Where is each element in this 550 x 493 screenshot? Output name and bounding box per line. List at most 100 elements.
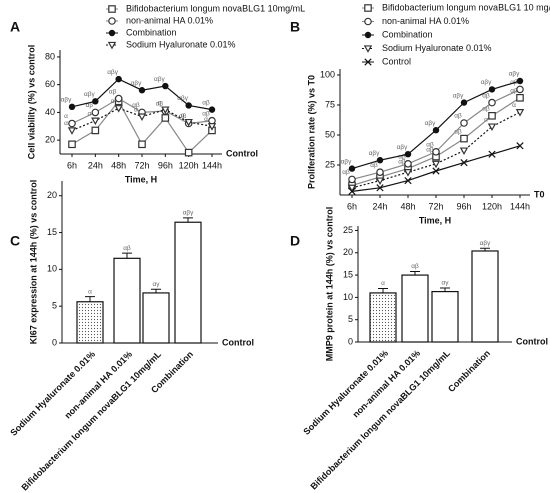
significance-label: α xyxy=(157,99,161,106)
x-tick-label: 6h xyxy=(347,201,357,211)
significance-label: αβ xyxy=(398,158,406,165)
marker xyxy=(91,117,100,126)
marker xyxy=(363,45,373,53)
marker xyxy=(376,168,384,177)
y-axis-label: Cell viability (%) vs control xyxy=(26,45,36,160)
marker xyxy=(114,105,123,113)
y-tick-label: 0 xyxy=(348,336,353,346)
error-bar xyxy=(378,287,388,293)
significance-label: α xyxy=(64,113,68,120)
marker xyxy=(460,119,468,127)
significance-label: αβ xyxy=(109,88,117,95)
significance-label: αβ xyxy=(123,245,131,252)
x-tick-label: 144h xyxy=(202,160,222,170)
x-tick-label: Combination xyxy=(446,348,492,394)
marker xyxy=(91,126,100,135)
legend-label: non-animal HA 0.01% xyxy=(126,15,213,25)
significance-label: αβγ xyxy=(84,91,95,98)
y-tick-label: 50 xyxy=(325,129,335,139)
x-tick-label: 24h xyxy=(88,160,103,170)
x-tick-label: 120h xyxy=(179,160,199,170)
x-tick-label: 48h xyxy=(400,201,415,211)
y-tick-label: 10 xyxy=(47,264,57,274)
significance-label: αβγ xyxy=(107,69,118,76)
marker xyxy=(516,93,524,102)
y-tick-label: 80 xyxy=(45,51,55,61)
legend-label: Sodium Hyaluronate 0.01% xyxy=(382,43,492,53)
significance-label: αβγ xyxy=(480,240,491,247)
significance-label: α xyxy=(512,102,516,109)
significance-label: αβ xyxy=(482,92,490,99)
significance-label: αβ xyxy=(86,102,94,109)
y-tick-label: 40 xyxy=(45,107,55,117)
baseline-label: Control xyxy=(226,148,258,158)
error-bar xyxy=(480,247,490,251)
marker xyxy=(431,160,441,169)
y-tick-label: 60 xyxy=(45,79,55,89)
error-bar xyxy=(85,296,95,302)
marker xyxy=(208,116,216,125)
y-tick-label: 25 xyxy=(325,159,335,169)
significance-label: αβ xyxy=(482,106,490,113)
significance-label: αβγ xyxy=(453,92,464,99)
bar xyxy=(369,292,397,343)
marker xyxy=(108,29,116,37)
panel-label: C xyxy=(10,233,20,249)
marker xyxy=(68,140,76,149)
significance-label: α xyxy=(87,110,91,117)
significance-label: αβ xyxy=(202,110,210,117)
marker xyxy=(161,114,170,122)
legend-label: Combination xyxy=(126,27,177,37)
marker xyxy=(92,98,99,105)
bar xyxy=(471,250,499,343)
significance-label: αβγ xyxy=(341,158,352,165)
marker xyxy=(114,94,123,103)
marker xyxy=(115,75,122,83)
marker xyxy=(138,140,146,149)
x-axis-label: Time, H xyxy=(419,215,451,225)
significance-label: αβγ xyxy=(131,80,142,87)
x-tick-label: 96h xyxy=(456,201,471,211)
panel-label: B xyxy=(290,19,300,35)
significance-label: αβ xyxy=(370,162,378,169)
y-tick-label: 20 xyxy=(343,247,353,257)
significance-label: αβ xyxy=(426,146,434,153)
significance-label: αβγ xyxy=(183,210,194,217)
x-tick-label: 120h xyxy=(482,201,502,211)
legend-label: Control xyxy=(382,56,411,66)
significance-label: αβ xyxy=(454,113,462,120)
marker xyxy=(364,31,372,39)
marker xyxy=(137,113,147,121)
marker xyxy=(67,127,77,135)
marker xyxy=(516,85,524,94)
bar xyxy=(174,221,202,344)
marker xyxy=(68,119,76,128)
x-tick-label: 72h xyxy=(428,201,443,211)
significance-label: αβ xyxy=(411,263,419,270)
significance-label: αβ xyxy=(132,102,140,109)
bar xyxy=(142,292,170,344)
marker xyxy=(107,41,117,50)
legend-label: Combination xyxy=(382,29,433,39)
significance-label: αβ xyxy=(426,142,434,149)
y-tick-label: 20 xyxy=(47,190,57,200)
marker xyxy=(487,123,497,132)
error-bar xyxy=(440,287,450,292)
marker xyxy=(208,106,216,113)
significance-label: αβ xyxy=(342,169,350,176)
bar xyxy=(113,257,141,344)
marker xyxy=(108,5,116,13)
significance-label: αβγ xyxy=(397,144,408,151)
marker xyxy=(108,17,116,25)
marker xyxy=(91,108,100,117)
bar xyxy=(431,290,459,343)
significance-label: αβ xyxy=(202,99,210,106)
marker xyxy=(404,160,412,168)
significance-label: αβ xyxy=(510,88,518,95)
marker xyxy=(347,184,357,193)
y-tick-label: 100 xyxy=(320,69,335,79)
x-tick-label: 72h xyxy=(134,160,149,170)
marker xyxy=(460,99,468,106)
bar xyxy=(401,274,429,343)
marker xyxy=(161,106,170,115)
